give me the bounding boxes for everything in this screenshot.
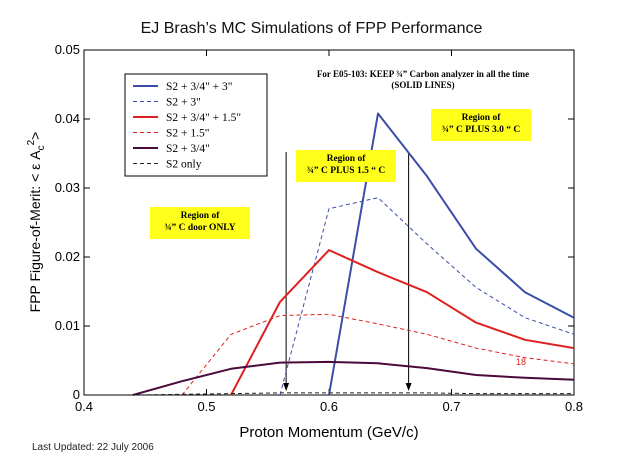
region-label-plus-1-5: Region of ¾” C PLUS 1.5 “ C <box>296 150 396 182</box>
region-label-c-door: Region of ¾” C door ONLY <box>150 207 250 239</box>
region-2-line-2: ¾” C PLUS 1.5 “ C <box>306 166 386 176</box>
y-tick-label: 0.01 <box>55 318 80 333</box>
region-1-line-1: Region of <box>180 211 220 221</box>
y-tick-label: 0.03 <box>55 180 80 195</box>
x-tick-label: 0.6 <box>320 399 338 414</box>
region-dividers <box>283 152 412 391</box>
legend: S2 + 3/4" + 3" S2 + 3" S2 + 3/4" + 1.5" S2 … <box>124 73 268 177</box>
page-number: 18 <box>516 357 527 367</box>
series-line-1 <box>279 197 575 396</box>
x-tick-label: 0.4 <box>75 399 93 414</box>
y-tick-label: 0.04 <box>55 111 80 126</box>
region-divider-arrow-1 <box>405 383 412 391</box>
axis-ticks: 0.4 0.5 0.6 0.7 0.8 0 0.01 0.02 0.03 0.04 0.05 <box>55 42 583 414</box>
x-axis-label: Proton Momentum (GeV/c) <box>239 424 418 441</box>
region-divider-arrow-0 <box>283 383 290 391</box>
region-3-line-2: ¾” C PLUS 3.0 “ C <box>441 125 521 135</box>
legend-label-2: S2 + 3/4" + 1.5" <box>166 112 241 124</box>
series-line-5 <box>132 392 574 396</box>
x-tick-label: 0.7 <box>442 399 460 414</box>
region-label-plus-3-0: Region of ¾” C PLUS 3.0 “ C <box>431 109 531 141</box>
y-tick-label: 0.02 <box>55 249 80 264</box>
last-updated: Last Updated: 22 July 2006 <box>32 442 154 453</box>
annotation-note: For E05-103: KEEP ¾” Carbon analyzer in … <box>278 69 568 91</box>
series-line-2 <box>230 249 575 396</box>
legend-box <box>124 73 268 177</box>
y-tick-label: 0 <box>73 387 80 402</box>
region-3-line-1: Region of <box>461 113 501 123</box>
y-axis-label: FPP Figure-of-Merit: < ε Ac2> <box>26 132 47 313</box>
legend-label-5: S2 only <box>166 159 202 171</box>
legend-label-0: S2 + 3/4" + 3" <box>166 81 232 93</box>
series-line-3 <box>181 313 575 396</box>
region-1-line-2: ¾” C door ONLY <box>164 223 236 233</box>
legend-label-3: S2 + 1.5" <box>166 128 209 140</box>
note-line-2: (SOLID LINES) <box>391 80 455 90</box>
note-line-1: For E05-103: KEEP ¾” Carbon analyzer in … <box>316 69 530 79</box>
legend-label-1: S2 + 3" <box>166 97 201 109</box>
legend-label-4: S2 + 3/4" <box>166 143 210 155</box>
x-tick-label: 0.8 <box>565 399 583 414</box>
x-tick-label: 0.5 <box>197 399 215 414</box>
y-tick-label: 0.05 <box>55 42 80 57</box>
region-2-line-1: Region of <box>326 154 366 164</box>
chart-title: EJ Brash’s MC Simulations of FPP Perform… <box>140 20 483 37</box>
series-line-4 <box>132 360 575 396</box>
